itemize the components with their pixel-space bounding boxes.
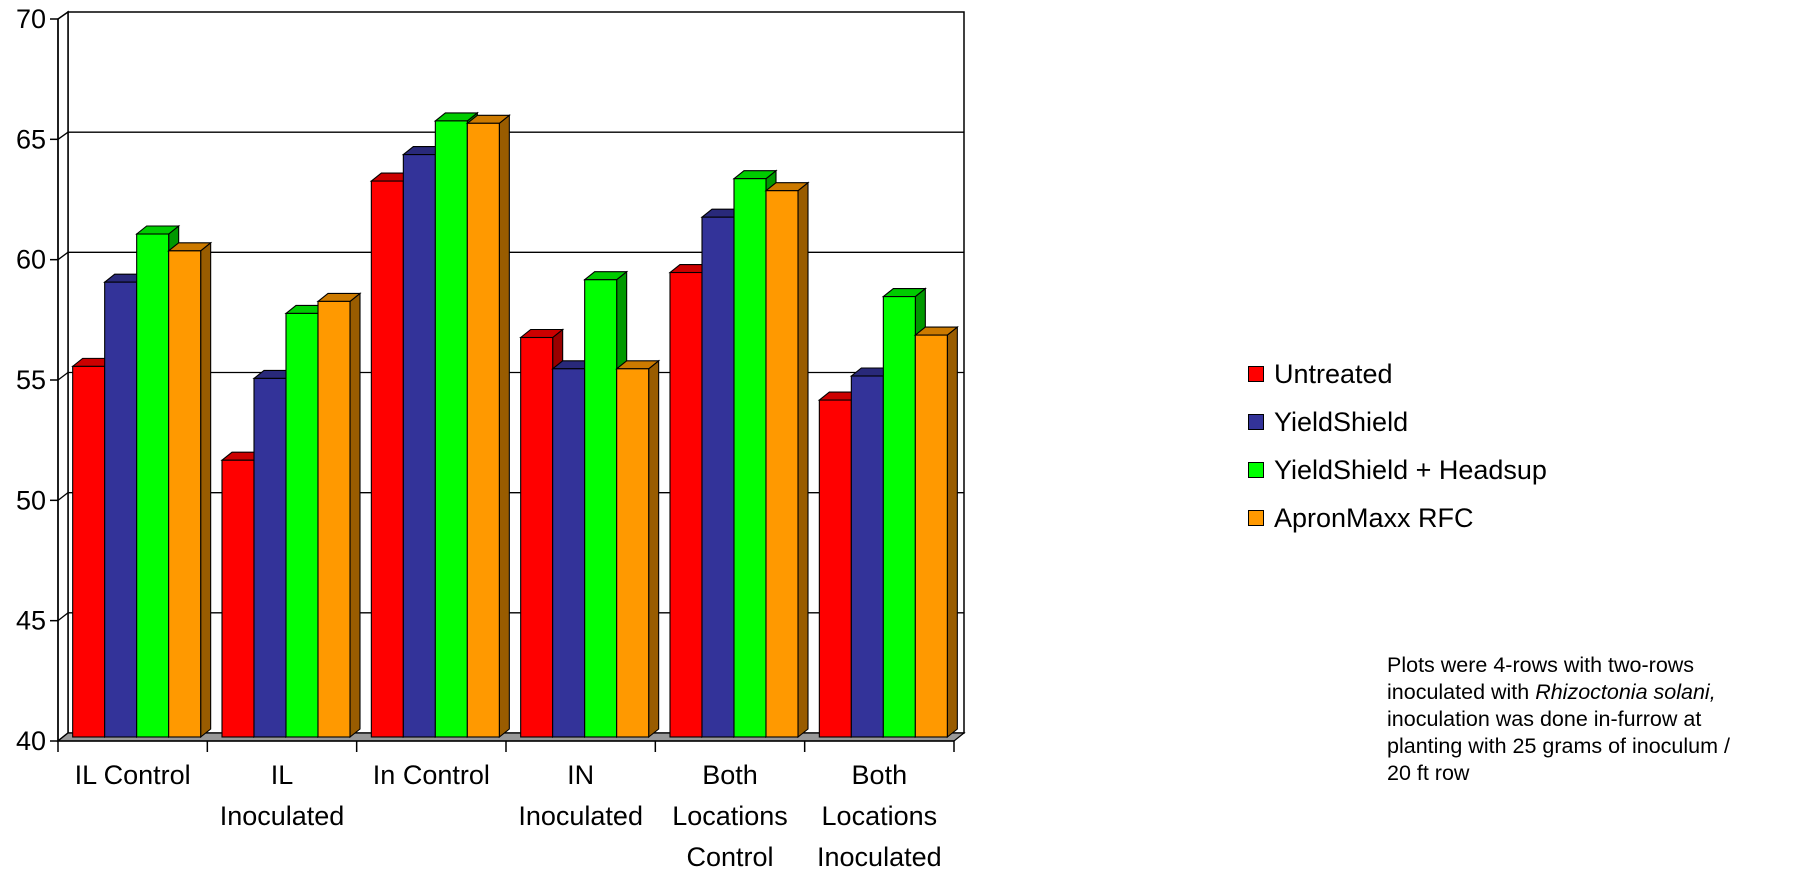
bar-side-apronmaxx-rfc [648,359,660,739]
note-pathogen-name: Rhizoctonia solani, [1535,680,1716,704]
bar-yieldshield [701,216,735,738]
legend-label-apronmaxx: ApronMaxx RFC [1274,502,1474,533]
bar-yieldshield-headsup [733,178,767,738]
x-axis-category-label: Inoculated [518,801,643,831]
x-axis-category-label: Both [702,760,758,790]
bar-untreated [72,365,106,738]
bar-apronmaxx-rfc [765,190,799,738]
bar-untreated [370,180,404,738]
x-axis-category-label: IL [271,760,294,790]
y-axis-tick-label: 70 [16,4,46,34]
y-axis-tick-label: 55 [16,365,46,395]
bar-untreated [221,459,255,738]
legend-swatch-yieldshield-headsup [1248,462,1264,478]
y-axis-tick-label: 65 [16,124,46,154]
legend-item-untreated: Untreated [1248,350,1547,398]
bar-apronmaxx-rfc [914,334,948,738]
bar-yieldshield [850,375,884,738]
legend-swatch-apronmaxx [1248,510,1264,526]
gridline-depth [57,612,69,622]
bar-apronmaxx-rfc [616,368,650,738]
legend-item-apronmaxx: ApronMaxx RFC [1248,494,1547,542]
bar-untreated [520,336,554,738]
legend-item-yieldshield: YieldShield [1248,398,1547,446]
y-axis-tick-label: 50 [16,485,46,515]
plot-note: Plots were 4-rows with two-rows inoculat… [1387,652,1807,787]
gridline-depth [57,131,69,140]
bar-side-apronmaxx-rfc [797,181,809,739]
x-axis-category-label: Locations [672,801,788,831]
x-axis-category-label: Locations [822,801,938,831]
bar-side-apronmaxx-rfc [200,241,212,739]
note-line-1: Plots were 4-rows with two-rows [1387,653,1695,677]
legend-label-untreated: Untreated [1274,358,1393,389]
bar-yieldshield-headsup [136,233,170,738]
x-axis-category-label: IL Control [75,760,191,790]
y-axis-tick-label: 40 [16,726,46,756]
legend-label-yieldshield-headsup: YieldShield + Headsup [1274,454,1547,485]
bar-yieldshield [552,368,586,738]
note-line-4: planting with 25 grams of inoculum / [1387,734,1730,758]
gridline-depth [57,492,69,501]
bar-apronmaxx-rfc [317,300,351,738]
x-axis-category-label: In Control [373,760,490,790]
bar-yieldshield-headsup [584,279,618,738]
bar-side-apronmaxx-rfc [349,292,361,739]
bar-yieldshield [104,281,138,738]
y-axis-tick-label: 45 [16,606,46,636]
legend-label-yieldshield: YieldShield [1274,406,1409,437]
note-line-5: 20 ft row [1387,761,1470,785]
legend-item-yieldshield-headsup: YieldShield + Headsup [1248,446,1547,494]
bar-side-apronmaxx-rfc [498,114,510,739]
bar-untreated [818,399,852,738]
bar-untreated [669,271,703,738]
x-axis-category-label: Inoculated [220,801,345,831]
bar-apronmaxx-rfc [466,122,500,738]
bar-yieldshield-headsup [882,296,916,738]
bar-yieldshield-headsup [285,312,319,738]
x-axis-category-label: IN [567,760,594,790]
x-axis-category-label: Control [686,842,773,871]
bar-yieldshield [253,377,287,738]
note-line-3: inoculation was done in-furrow at [1387,707,1702,731]
chart-legend: Untreated YieldShield YieldShield + Head… [1248,350,1547,542]
legend-swatch-yieldshield [1248,414,1264,430]
y-axis-tick-label: 60 [16,245,46,275]
bar-apronmaxx-rfc [168,250,202,738]
x-axis-category-label: Inoculated [817,842,942,871]
legend-swatch-untreated [1248,366,1264,382]
x-axis-category-label: Both [852,760,908,790]
bar-yieldshield-headsup [434,120,468,738]
bar-yieldshield [402,154,436,738]
gridline-depth [57,251,69,261]
note-line-2-text: inoculated with [1387,680,1536,704]
note-line-2: inoculated with Rhizoctonia solani, [1387,679,1807,706]
gridline-depth [57,371,69,381]
bar-side-apronmaxx-rfc [946,325,958,739]
